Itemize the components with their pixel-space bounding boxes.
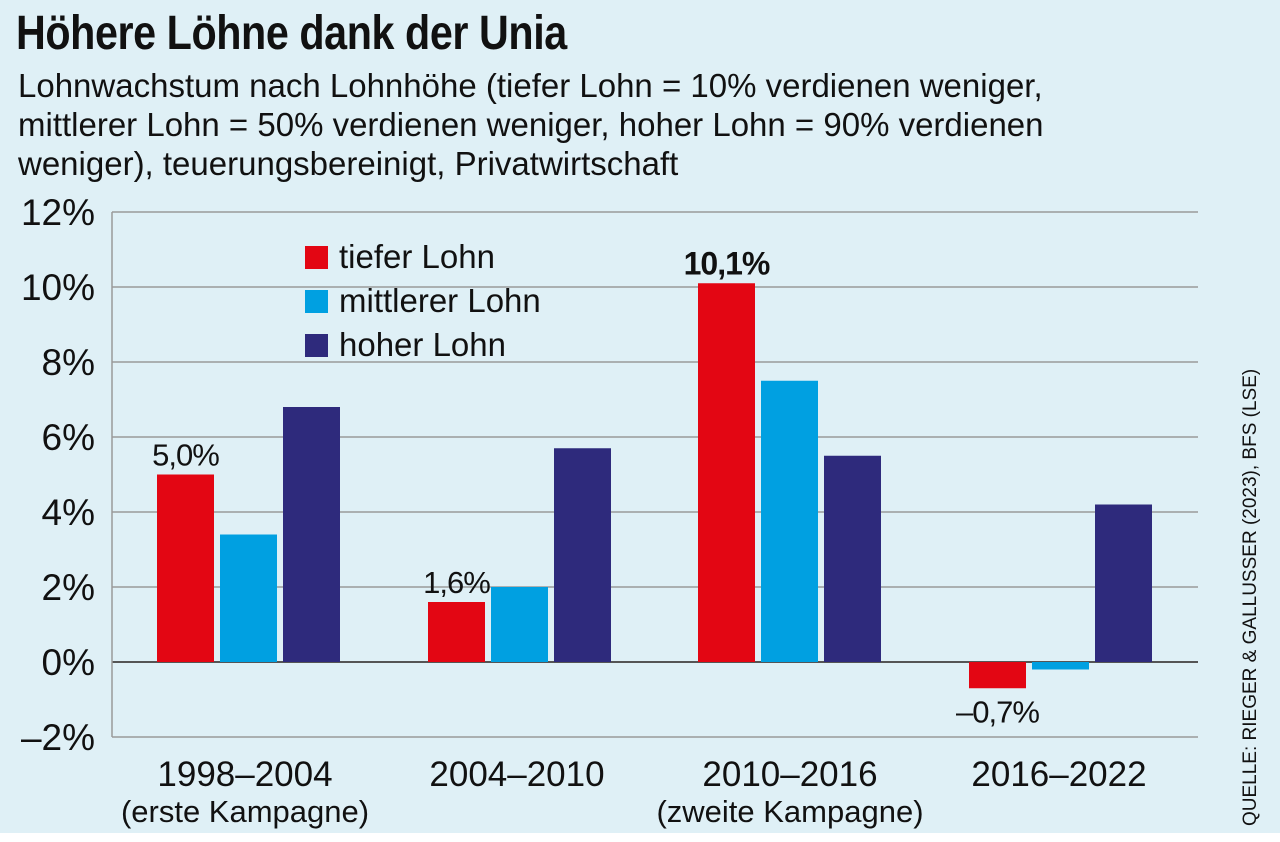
bar-tiefer-lohn (157, 474, 214, 662)
bar-hoher-lohn (1095, 504, 1152, 662)
legend-label: hoher Lohn (339, 326, 506, 363)
x-category-label: 2004–2010 (429, 755, 604, 794)
y-tick-label: 6% (42, 417, 95, 458)
bar-mittlerer-lohn (761, 380, 818, 662)
y-tick-label: 12% (21, 192, 95, 233)
legend-label: tiefer Lohn (339, 238, 495, 275)
bar-mittlerer-lohn (220, 534, 277, 662)
legend-label: mittlerer Lohn (339, 282, 541, 319)
chart-subtitle: Lohnwachstum nach Lohnhöhe (tiefer Lohn … (18, 66, 1258, 183)
x-category-label: (erste Kampagne) (121, 794, 369, 829)
bar-hoher-lohn (554, 448, 611, 662)
x-category-label: 2010–2016 (702, 755, 877, 794)
y-tick-label: 2% (42, 567, 95, 608)
bar-tiefer-lohn (428, 602, 485, 662)
bar-mittlerer-lohn (491, 587, 548, 662)
subtitle-line: Lohnwachstum nach Lohnhöhe (tiefer Lohn … (18, 67, 1043, 104)
bar-tiefer-lohn (969, 662, 1026, 689)
chart-title: Höhere Löhne dank der Unia (16, 7, 567, 60)
subtitle-line: mittlerer Lohn = 50% verdienen weniger, … (18, 106, 1044, 143)
subtitle-line: weniger), teuerungsbereinigt, Privatwirt… (18, 145, 679, 182)
data-label: 1,6% (423, 565, 490, 600)
bar-hoher-lohn (283, 407, 340, 662)
y-tick-label: 8% (42, 342, 95, 383)
y-tick-label: 10% (21, 267, 95, 308)
legend-swatch (305, 246, 328, 269)
y-tick-label: –2% (21, 717, 95, 758)
y-tick-label: 0% (42, 642, 95, 683)
data-label: 5,0% (152, 438, 219, 473)
x-category-label: 2016–2022 (971, 755, 1146, 794)
legend-swatch (305, 334, 328, 357)
bar-mittlerer-lohn (1032, 662, 1089, 670)
bar-tiefer-lohn (698, 283, 755, 662)
source-note: QUELLE: RIEGER & GALLUSSER (2023), BFS (… (1240, 368, 1261, 826)
y-tick-label: 4% (42, 492, 95, 533)
x-category-label: 1998–2004 (157, 755, 332, 794)
legend-swatch (305, 290, 328, 313)
bar-hoher-lohn (824, 455, 881, 662)
data-label: –0,7% (956, 694, 1039, 729)
data-label: 10,1% (684, 245, 770, 281)
x-category-label: (zweite Kampagne) (656, 794, 923, 829)
